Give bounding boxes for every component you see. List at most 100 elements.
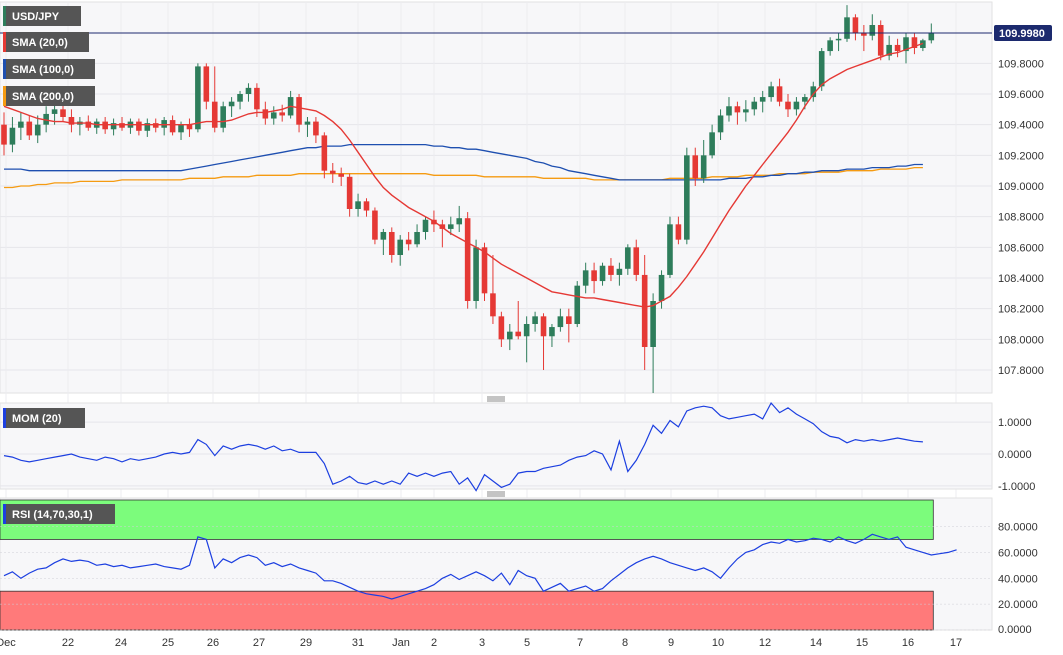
candle: [313, 117, 319, 144]
momentum-label: MOM (20): [12, 413, 62, 425]
last-price-value: 109.9980: [999, 28, 1045, 40]
rsi-panel: 80.0000 60.0000 40.0000 20.0000 0.0000 RSI (…: [0, 497, 1038, 636]
candle: [667, 216, 673, 278]
momentum-line: [3, 401, 923, 492]
time-tick-label: 3: [479, 637, 485, 649]
price-tick-label: 109.4000: [998, 120, 1044, 132]
rsi-tick-label: 80.0000: [998, 522, 1038, 534]
candle: [203, 63, 210, 110]
candle: [599, 262, 606, 286]
candle: [346, 173, 353, 217]
oversold-zone: [0, 590, 934, 631]
candle: [169, 115, 176, 136]
candle: [793, 97, 800, 116]
rsi-tick-label: 0.0000: [998, 624, 1032, 636]
sma-100-label: SMA (100,0): [12, 64, 74, 76]
candle: [228, 97, 235, 117]
time-tick-label: 10: [712, 637, 724, 649]
candle: [9, 117, 16, 153]
candle: [152, 118, 159, 133]
candle: [68, 109, 75, 133]
momentum-tick-label: 0.0000: [998, 449, 1032, 461]
price-tick-label: 108.2000: [998, 304, 1044, 316]
sma-100-tag: SMA (100,0): [3, 59, 95, 79]
candle: [119, 117, 125, 131]
candle: [136, 118, 142, 136]
candle: [633, 239, 640, 282]
candle: [363, 198, 370, 217]
candle: [751, 97, 758, 116]
candle: [161, 117, 167, 136]
candle: [818, 48, 825, 91]
candle: [692, 147, 699, 186]
sma-20-tag: SMA (20,0): [3, 32, 89, 52]
symbol-tag: USD/JPY: [3, 6, 81, 26]
candle: [566, 308, 572, 343]
candle: [523, 316, 530, 363]
candle: [338, 167, 344, 186]
time-tick-label: 31: [352, 637, 364, 649]
candle: [591, 262, 597, 294]
candle: [473, 239, 479, 309]
rsi-tick-label: 60.0000: [998, 547, 1038, 559]
candle: [608, 258, 614, 282]
time-tick-label: 8: [622, 637, 628, 649]
sma-100-line: [4, 143, 923, 181]
time-tick-label: 7: [577, 637, 583, 649]
sma-200-label: SMA (200,0): [12, 91, 74, 103]
candle: [616, 262, 623, 286]
price-tick-label: 107.8000: [998, 365, 1044, 377]
candle: [144, 118, 151, 137]
momentum-tick-label: 1.0000: [998, 417, 1032, 429]
time-tick-label: 29: [300, 637, 312, 649]
candle: [186, 118, 193, 137]
candle: [920, 38, 926, 52]
candle: [380, 228, 387, 255]
candle: [743, 100, 749, 122]
candle: [456, 205, 463, 232]
symbol-label: USD/JPY: [12, 11, 60, 23]
panel-resize-handle-2[interactable]: [487, 491, 505, 497]
candle: [734, 101, 741, 125]
candle: [388, 227, 395, 263]
candle: [641, 255, 648, 370]
time-tick-label: 15: [856, 637, 868, 649]
sma-20-line: [3, 42, 924, 308]
rsi-line: [3, 533, 957, 600]
time-tick-label: 12: [759, 637, 771, 649]
candle: [220, 101, 226, 133]
candle: [886, 35, 892, 61]
candle: [785, 94, 791, 117]
candle: [304, 117, 311, 137]
candle: [532, 311, 538, 332]
rsi-y-axis: 80.0000 60.0000 40.0000 20.0000 0.0000: [998, 522, 1038, 636]
candle: [903, 32, 909, 64]
candle: [372, 207, 378, 245]
time-tick-label: 25: [162, 637, 174, 649]
candle: [810, 81, 817, 102]
time-tick-label: 5: [524, 637, 530, 649]
momentum-panel-background: [0, 402, 993, 490]
sma-200-tag: SMA (200,0): [3, 86, 95, 106]
candle: [574, 281, 581, 328]
rsi-tick-label: 20.0000: [998, 599, 1038, 611]
time-tick-label: 22: [62, 637, 74, 649]
candle: [1, 112, 7, 156]
price-panel-background: [0, 1, 993, 394]
candle: [549, 324, 555, 347]
candle: [279, 104, 285, 122]
candle: [658, 270, 665, 309]
candle: [835, 32, 842, 52]
panel-resize-handle[interactable]: [487, 396, 505, 402]
candle: [827, 37, 833, 56]
candle: [237, 90, 243, 110]
candle: [329, 163, 336, 183]
candle: [625, 244, 631, 275]
candle: [262, 101, 269, 125]
candle: [582, 262, 589, 294]
sma-lines: [4, 143, 923, 189]
candle: [776, 78, 783, 107]
candle: [540, 313, 547, 370]
overbought-zone: [0, 499, 934, 540]
candle: [254, 83, 260, 117]
